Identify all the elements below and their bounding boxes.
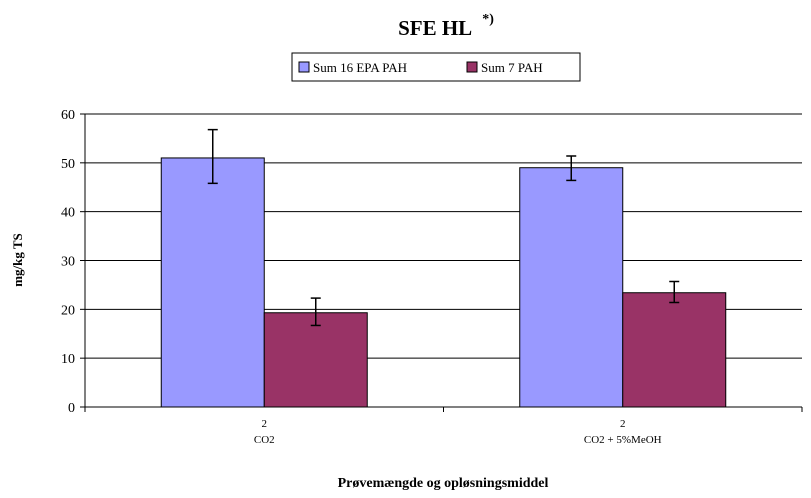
x-category-label-line1: 2 — [262, 418, 268, 430]
x-category-label-line2: CO2 + 5%MeOH — [584, 434, 662, 446]
y-axis-ticks: 0 10 20 30 40 50 60 — [61, 108, 85, 416]
chart-title: SFE HL *) — [398, 12, 494, 40]
y-tick-label: 0 — [68, 401, 75, 416]
legend-label-sum-7-pah: Sum 7 PAH — [481, 60, 543, 75]
y-tick-label: 10 — [61, 352, 75, 367]
y-tick-label: 60 — [61, 108, 75, 123]
y-tick-label: 50 — [61, 157, 75, 172]
y-tick-label: 20 — [61, 303, 75, 318]
legend: Sum 16 EPA PAH Sum 7 PAH — [291, 52, 581, 82]
bar-sum-7-pah-1 — [622, 292, 727, 408]
legend-label-sum-16-epa-pah: Sum 16 EPA PAH — [313, 60, 407, 75]
chart-title-superscript: *) — [482, 12, 494, 27]
y-axis-label: mg/kg TS — [10, 233, 25, 287]
x-axis-label: Prøvemængde og opløsningsmiddel — [338, 476, 549, 491]
legend-swatch-sum-16-epa-pah — [298, 61, 310, 73]
bars — [160, 157, 727, 408]
bar-sum-16-epa-pah-0 — [160, 157, 265, 408]
y-tick-label: 30 — [61, 255, 75, 270]
x-category-label-line2: CO2 — [254, 434, 275, 446]
bar-sum-7-pah-0 — [263, 312, 368, 408]
y-tick-label: 40 — [61, 206, 75, 221]
legend-swatch-sum-7-pah — [466, 61, 478, 73]
chart-title-text: SFE HL — [398, 16, 472, 40]
x-category-label-line1: 2 — [620, 418, 626, 430]
bar-sum-16-epa-pah-1 — [519, 167, 624, 408]
error-bars — [207, 128, 680, 327]
legend-box — [291, 52, 581, 82]
x-axis-ticks: 2 CO2 2 CO2 + 5%MeOH — [84, 407, 803, 446]
